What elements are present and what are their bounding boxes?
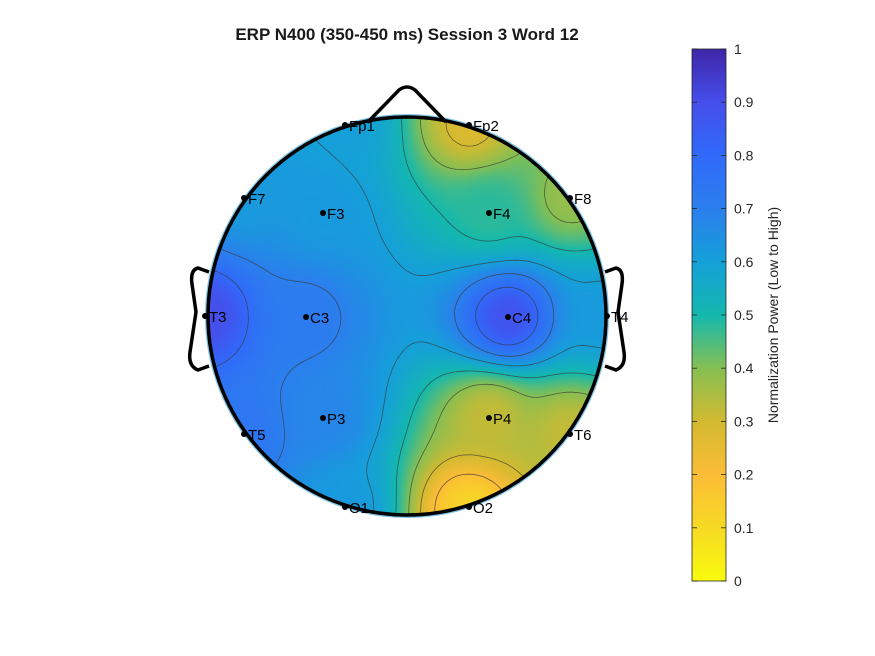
electrode-p3-label: P3	[327, 411, 345, 428]
electrode-p3-dot	[320, 415, 326, 421]
chart-title: ERP N400 (350-450 ms) Session 3 Word 12	[235, 25, 578, 44]
electrode-t4-label: T4	[611, 309, 629, 326]
colorbar-tick-label: 0	[734, 573, 742, 589]
electrode-t6-dot	[567, 431, 573, 437]
colorbar-ticks: 0 0.1 0.2 0.3 0.4 0.5 0.6 0.7 0.8 0.9 1	[692, 41, 754, 589]
electrode-c4-dot	[505, 314, 511, 320]
scalp-map: Fp1 Fp2 F7 F3 F4 F8 T3 C3 C4 T4 T5 P3 P4 T6 O1 O2	[187, 85, 629, 518]
colorbar-tick-label: 0.1	[734, 520, 754, 536]
electrode-f4-label: F4	[493, 206, 511, 223]
electrode-f8-label: F8	[574, 191, 592, 208]
electrode-fp1-dot	[342, 122, 348, 128]
colorbar-tick-label: 0.2	[734, 467, 754, 483]
colorbar-tick-label: 0.6	[734, 254, 754, 270]
colorbar-tick-label: 0.5	[734, 307, 754, 323]
electrode-fp2-dot	[466, 122, 472, 128]
electrode-fp2-label: Fp2	[473, 118, 499, 135]
electrode-o2-dot	[466, 504, 472, 510]
scalp-heatmap	[208, 117, 606, 515]
colorbar-tick-label: 1	[734, 41, 742, 57]
head-left-ear	[187, 266, 210, 372]
electrode-t4-dot	[604, 313, 610, 319]
electrode-t3-label: T3	[209, 309, 227, 326]
electrode-f8-dot	[567, 195, 573, 201]
electrode-p4-dot	[486, 415, 492, 421]
electrode-o1-label: O1	[349, 500, 369, 517]
electrode-f3-dot	[320, 210, 326, 216]
electrode-t3-dot	[202, 313, 208, 319]
electrode-f7-dot	[241, 195, 247, 201]
colorbar-label: Normalization Power (Low to High)	[765, 207, 781, 423]
electrode-o1-dot	[342, 504, 348, 510]
electrode-c3-dot	[303, 314, 309, 320]
colorbar-gradient	[691, 48, 727, 582]
electrode-t5-dot	[241, 431, 247, 437]
electrode-f4-dot	[486, 210, 492, 216]
electrode-c3-label: C3	[310, 310, 329, 327]
colorbar: 0 0.1 0.2 0.3 0.4 0.5 0.6 0.7 0.8 0.9 1 Normalizat…	[691, 41, 781, 589]
colorbar-tick-label: 0.4	[734, 360, 754, 376]
head-nose	[366, 85, 448, 124]
colorbar-tick-label: 0.7	[734, 201, 754, 217]
colorbar-tick-label: 0.9	[734, 94, 754, 110]
electrode-layer: Fp1 Fp2 F7 F3 F4 F8 T3 C3 C4 T4 T5 P3 P4 T6 O1 O2	[202, 118, 629, 517]
colorbar-tick-label: 0.8	[734, 147, 754, 163]
electrode-t5-label: T5	[248, 427, 266, 444]
electrode-f3-label: F3	[327, 206, 345, 223]
electrode-t6-label: T6	[574, 427, 592, 444]
electrode-p4-label: P4	[493, 411, 511, 428]
colorbar-tick-label: 0.3	[734, 413, 754, 429]
head-right-ear	[604, 266, 627, 372]
electrode-fp1-label: Fp1	[349, 118, 375, 135]
electrode-c4-label: C4	[512, 310, 531, 327]
electrode-f7-label: F7	[248, 191, 266, 208]
electrode-o2-label: O2	[473, 500, 493, 517]
